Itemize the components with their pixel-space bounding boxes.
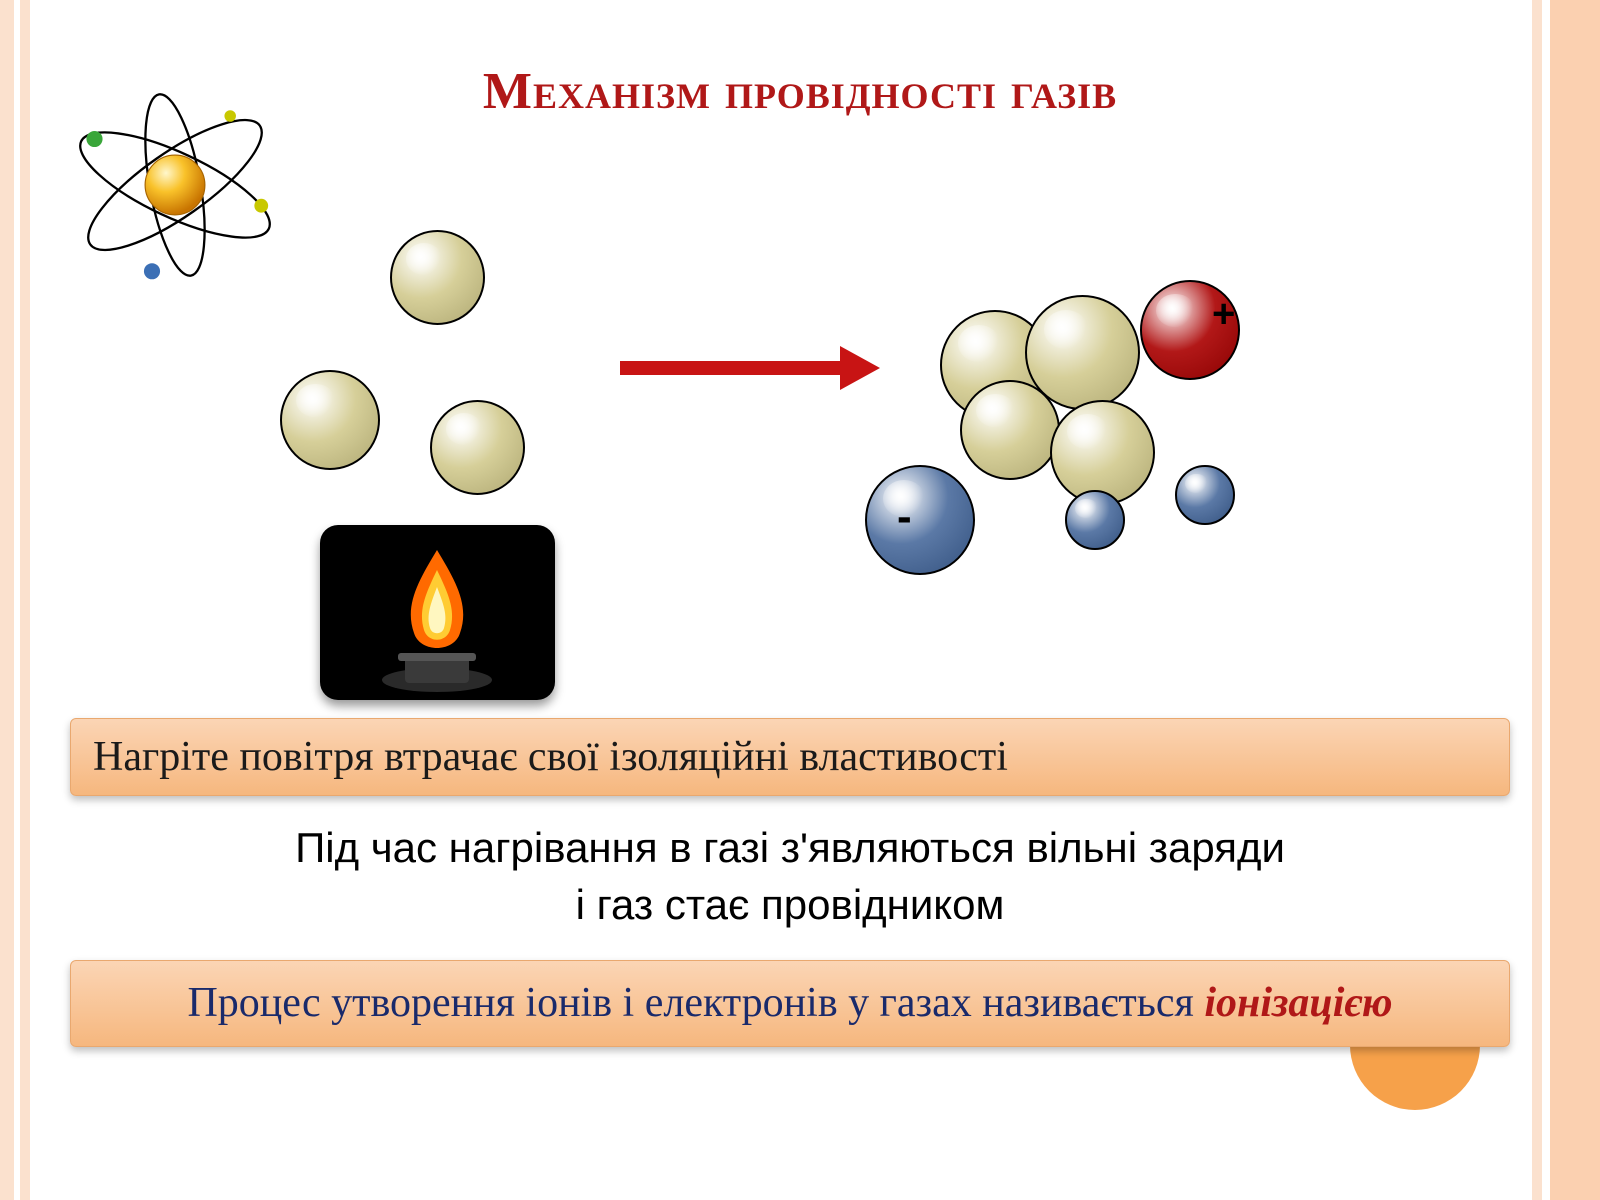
- ion-particle-4-charge-label: +: [1212, 292, 1235, 337]
- ion-particle-6: [1065, 490, 1125, 550]
- ion-particle-5: -: [865, 465, 975, 575]
- ion-particle-4: +: [1140, 280, 1240, 380]
- title-text: Механізм провідності газів: [483, 63, 1117, 120]
- electron-4: [224, 110, 236, 122]
- neutral-molecule-0: [390, 230, 485, 325]
- flame-icon: [320, 525, 555, 700]
- ion-particle-2: [960, 380, 1060, 480]
- left-stripe: [0, 0, 34, 1200]
- ionization-term: іонізацією: [1204, 980, 1392, 1026]
- neutral-molecule-2: [430, 400, 525, 495]
- ion-particle-7: [1175, 465, 1235, 525]
- neutral-molecule-1: [280, 370, 380, 470]
- electron-2: [254, 199, 268, 213]
- ionization-diagram: +-: [60, 220, 1520, 690]
- free-charges-text: Під час нагрівання в газі з'являються ві…: [70, 820, 1510, 933]
- free-charges-line2: і газ стає провідником: [70, 877, 1510, 934]
- heated-air-text: Нагріте повітря втрачає свої ізоляційні …: [93, 734, 1008, 780]
- electron-1: [86, 131, 102, 147]
- free-charges-line1: Під час нагрівання в газі з'являються ві…: [70, 820, 1510, 877]
- ionization-text-before: Процес утворення іонів і електронів у га…: [187, 980, 1204, 1026]
- reaction-arrow-icon: [620, 328, 940, 408]
- ionization-definition-box: Процес утворення іонів і електронів у га…: [70, 960, 1510, 1047]
- heated-air-box: Нагріте повітря втрачає свої ізоляційні …: [70, 718, 1510, 796]
- ion-particle-3: [1050, 400, 1155, 505]
- right-stripe: [1550, 0, 1600, 1200]
- ion-particle-5-charge-label: -: [897, 492, 912, 542]
